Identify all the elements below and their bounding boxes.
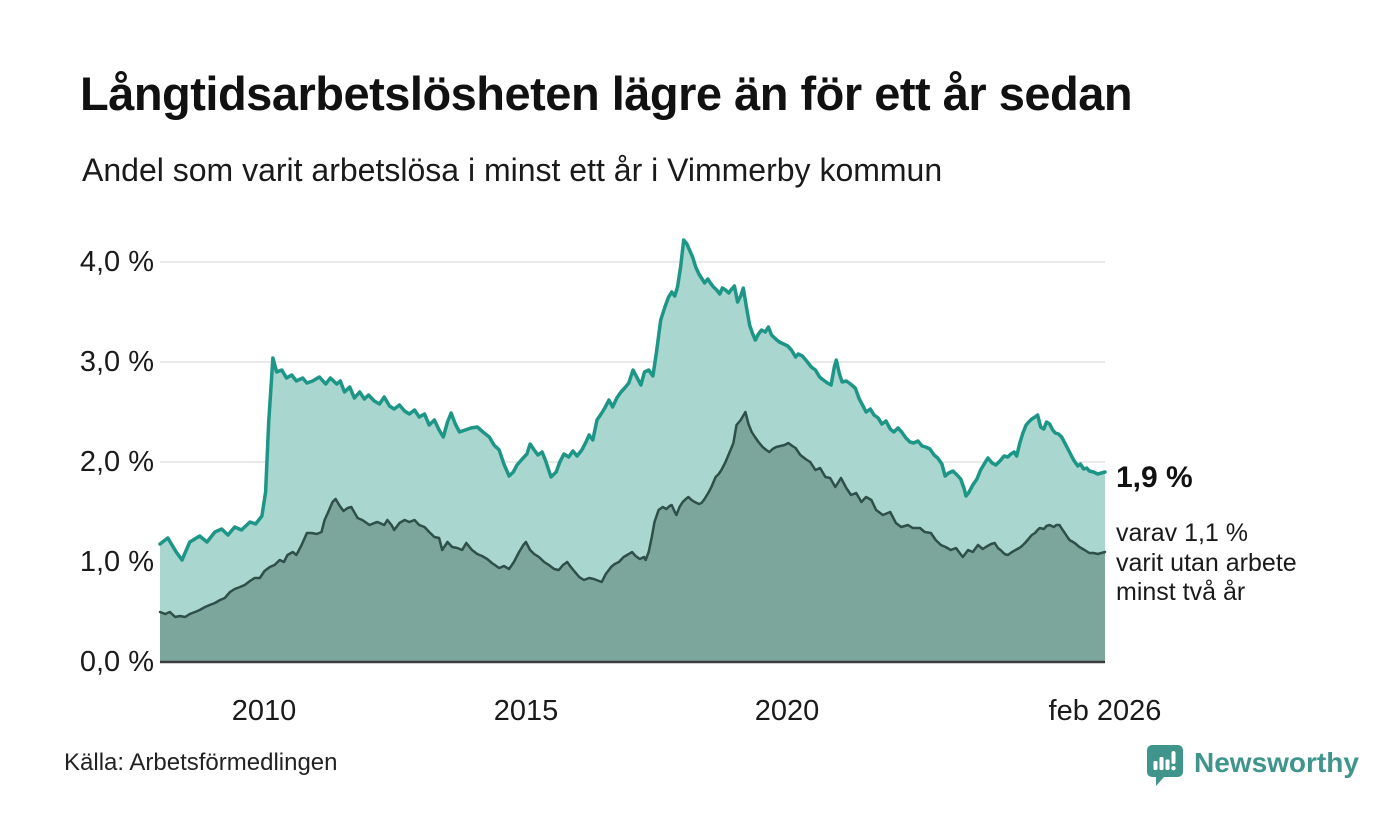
- y-axis-tick-label: 3,0 %: [79, 346, 154, 378]
- newsworthy-logo-icon: [1147, 745, 1183, 786]
- end-value-label: 1,9 %: [1116, 461, 1193, 494]
- y-axis-tick-label: 2,0 %: [79, 446, 154, 478]
- series-line-1: [158, 410, 1107, 619]
- page-title: Långtidsarbetslösheten lägre än för ett …: [80, 67, 1133, 120]
- end-value-sublabel-line: varit utan arbete: [1116, 548, 1297, 577]
- y-axis-tick-label: 0,0 %: [79, 646, 154, 678]
- newsworthy-logo: Newsworthy: [1146, 744, 1359, 786]
- x-axis-tick-label: 2020: [754, 695, 820, 727]
- x-axis-tick-label: 2010: [231, 695, 297, 727]
- newsworthy-logo-text: Newsworthy: [1194, 747, 1359, 778]
- page-subtitle: Andel som varit arbetslösa i minst ett å…: [82, 152, 943, 188]
- series-line-0: [158, 238, 1107, 562]
- end-value-sublabel-line: minst två år: [1116, 578, 1246, 606]
- y-axis-tick-label: 1,0 %: [79, 546, 154, 578]
- x-axis-tick-label: 2015: [493, 695, 559, 727]
- source-attribution: Källa: Arbetsförmedlingen: [64, 749, 338, 776]
- end-value-sublabel-line: varav 1,1 %: [1116, 519, 1249, 547]
- x-axis-tick-label: feb 2026: [1048, 695, 1162, 727]
- end-value-sublabel: varav 1,1 % varit utan arbete minst två …: [1116, 519, 1297, 608]
- y-axis-tick-label: 4,0 %: [79, 246, 154, 278]
- series-area-1: [160, 412, 1105, 662]
